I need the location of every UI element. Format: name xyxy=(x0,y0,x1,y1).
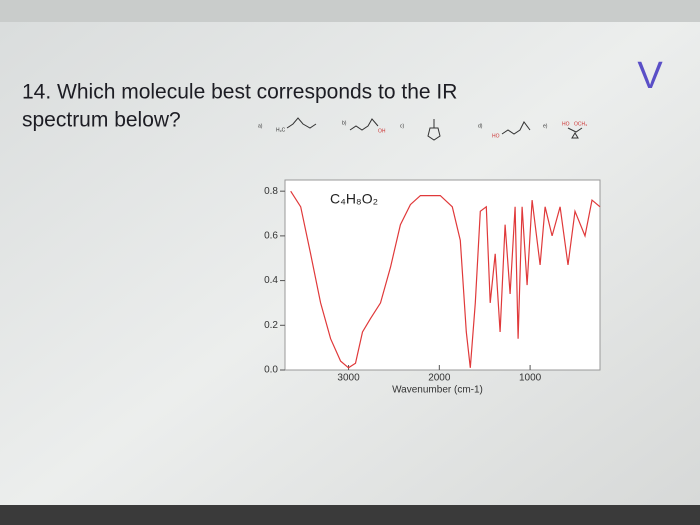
svg-text:HO: HO xyxy=(492,133,500,139)
spectrum-line xyxy=(290,190,601,369)
bottom-bezel xyxy=(0,505,700,525)
x-tick-label: 2000 xyxy=(428,373,451,384)
option-letter: e) xyxy=(543,123,548,129)
y-tick-label: 0.0 xyxy=(264,365,278,376)
option-letter: c) xyxy=(400,123,405,129)
plot-area xyxy=(284,179,601,371)
y-tick-label: 0.2 xyxy=(264,320,278,331)
svg-text:OH: OH xyxy=(378,128,386,134)
y-tick-label: 0.8 xyxy=(264,186,278,197)
top-bezel xyxy=(0,0,700,22)
y-tick-label: 0.6 xyxy=(264,231,278,242)
option-letter: a) xyxy=(258,123,263,129)
x-axis-label: Wavenumber (cm-1) xyxy=(392,385,483,396)
question-line: spectrum below? xyxy=(22,109,181,132)
option-letter: b) xyxy=(342,120,347,126)
question-line: 14. Which molecule best corresponds to t… xyxy=(22,81,457,104)
y-tick-label: 0.4 xyxy=(264,275,278,286)
svg-text:OCH₃: OCH₃ xyxy=(574,121,587,127)
x-tick-label: 3000 xyxy=(337,373,360,384)
x-tick-label: 1000 xyxy=(519,373,542,384)
svg-text:HO: HO xyxy=(562,121,570,127)
option-letter: d) xyxy=(478,123,483,129)
molecule-options: a) H₃C b) OH c) d) HO e) HO OCH₃ xyxy=(258,117,587,141)
formula: C₄H₈O₂ xyxy=(330,191,378,207)
svg-text:H₃C: H₃C xyxy=(276,127,286,133)
logo: V xyxy=(637,55,663,97)
